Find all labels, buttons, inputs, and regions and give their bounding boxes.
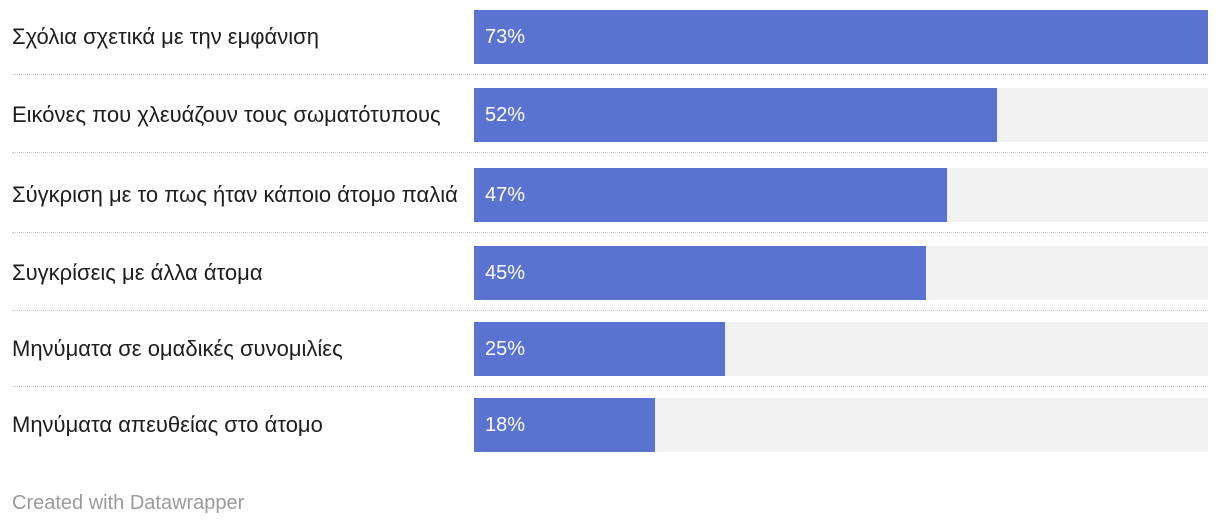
category-label: Συγκρίσεις με άλλα άτομα (12, 260, 263, 285)
bar-track: 18% (474, 398, 1208, 452)
bar-chart: Σχόλια σχετικά με την εμφάνιση 73% Εικόνες… (0, 10, 1220, 452)
category-label: Μηνύματα σε ομαδικές συνομιλίες (12, 336, 343, 361)
row-divider (12, 310, 1208, 311)
bar-row: Μηνύματα απευθείας στο άτομο 18% (0, 398, 1220, 452)
bar: 52% (474, 88, 997, 142)
bar-value-label: 52% (485, 103, 526, 126)
bar-value-label: 73% (485, 25, 526, 48)
row-divider (12, 232, 1208, 233)
row-divider (12, 74, 1208, 75)
bar: 25% (474, 322, 725, 376)
bar-row: Σχόλια σχετικά με την εμφάνιση 73% (0, 10, 1220, 64)
datawrapper-credit: Created with Datawrapper (12, 492, 245, 514)
bar: 18% (474, 398, 655, 452)
bar-value-label: 18% (485, 413, 526, 436)
bar-track: 73% (474, 10, 1208, 64)
category-label: Σύγκριση με το πως ήταν κάποιο άτομο παλ… (12, 182, 458, 207)
bar-row: Σύγκριση με το πως ήταν κάποιο άτομο παλ… (0, 168, 1220, 222)
category-label: Εικόνες που χλευάζουν τους σωματότυπους (12, 102, 441, 127)
bar: 45% (474, 246, 926, 300)
category-label: Μηνύματα απευθείας στο άτομο (12, 412, 323, 437)
bar-value-label: 45% (485, 261, 526, 284)
bar-track: 25% (474, 322, 1208, 376)
category-label: Σχόλια σχετικά με την εμφάνιση (12, 24, 319, 49)
bar-value-label: 25% (485, 337, 526, 360)
row-divider (12, 386, 1208, 387)
bar-track: 45% (474, 246, 1208, 300)
row-divider (12, 152, 1208, 153)
bar-track: 47% (474, 168, 1208, 222)
bar-row: Εικόνες που χλευάζουν τους σωματότυπους 5… (0, 88, 1220, 142)
bar: 47% (474, 168, 947, 222)
bar-row: Μηνύματα σε ομαδικές συνομιλίες 25% (0, 322, 1220, 376)
bar-row: Συγκρίσεις με άλλα άτομα 45% (0, 246, 1220, 300)
bar-track: 52% (474, 88, 1208, 142)
bar: 73% (474, 10, 1208, 64)
bar-value-label: 47% (485, 183, 526, 206)
